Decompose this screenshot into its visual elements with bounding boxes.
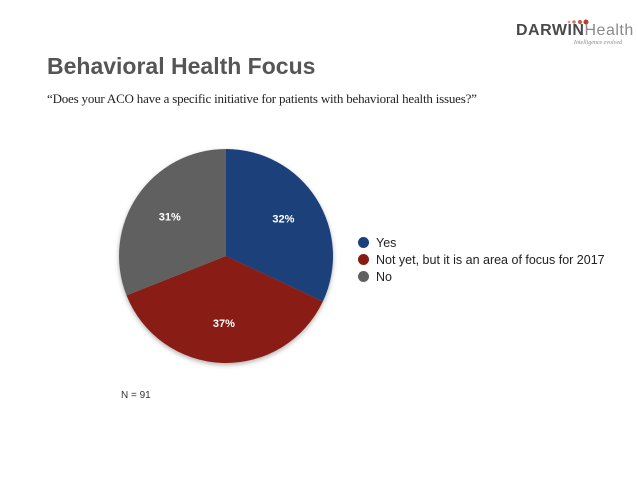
logo-dots-icon (567, 19, 589, 25)
slice-value-label: 32% (272, 214, 294, 226)
legend-item-no: No (358, 268, 605, 285)
legend-item-yes: Yes (358, 234, 605, 251)
logo-wordmark: DARWINHealth (516, 22, 634, 40)
legend-label: Not yet, but it is an area of focus for … (376, 252, 605, 267)
survey-question: “Does your ACO have a specific initiativ… (47, 91, 477, 106)
logo-word-light: Health (584, 22, 634, 39)
sample-size-note: N = 91 (121, 390, 151, 401)
pie-slice-not-yet-but-it-is-an-area-of-focus-for-2017 (126, 256, 323, 364)
chart-legend: Yes Not yet, but it is an area of focus f… (358, 234, 605, 285)
legend-label: Yes (376, 235, 397, 250)
logo-word-bold: DARWIN (516, 22, 585, 39)
legend-swatch (358, 254, 369, 265)
slice-value-label: 37% (213, 318, 235, 330)
darwin-health-logo: DARWINHealth Intelligence evolved (512, 18, 633, 50)
legend-label: No (376, 269, 392, 284)
legend-item-not-yet-but-it-is-an-area-of-focus-for-2017: Not yet, but it is an area of focus for … (358, 251, 605, 268)
pie-slice-no (118, 149, 226, 296)
slide-title: Behavioral Health Focus (47, 53, 316, 79)
pie-slice-yes (226, 149, 334, 302)
logo-tagline: Intelligence evolved (573, 40, 622, 46)
slice-value-label: 31% (159, 212, 181, 224)
legend-swatch (358, 271, 369, 282)
legend-swatch (358, 237, 369, 248)
